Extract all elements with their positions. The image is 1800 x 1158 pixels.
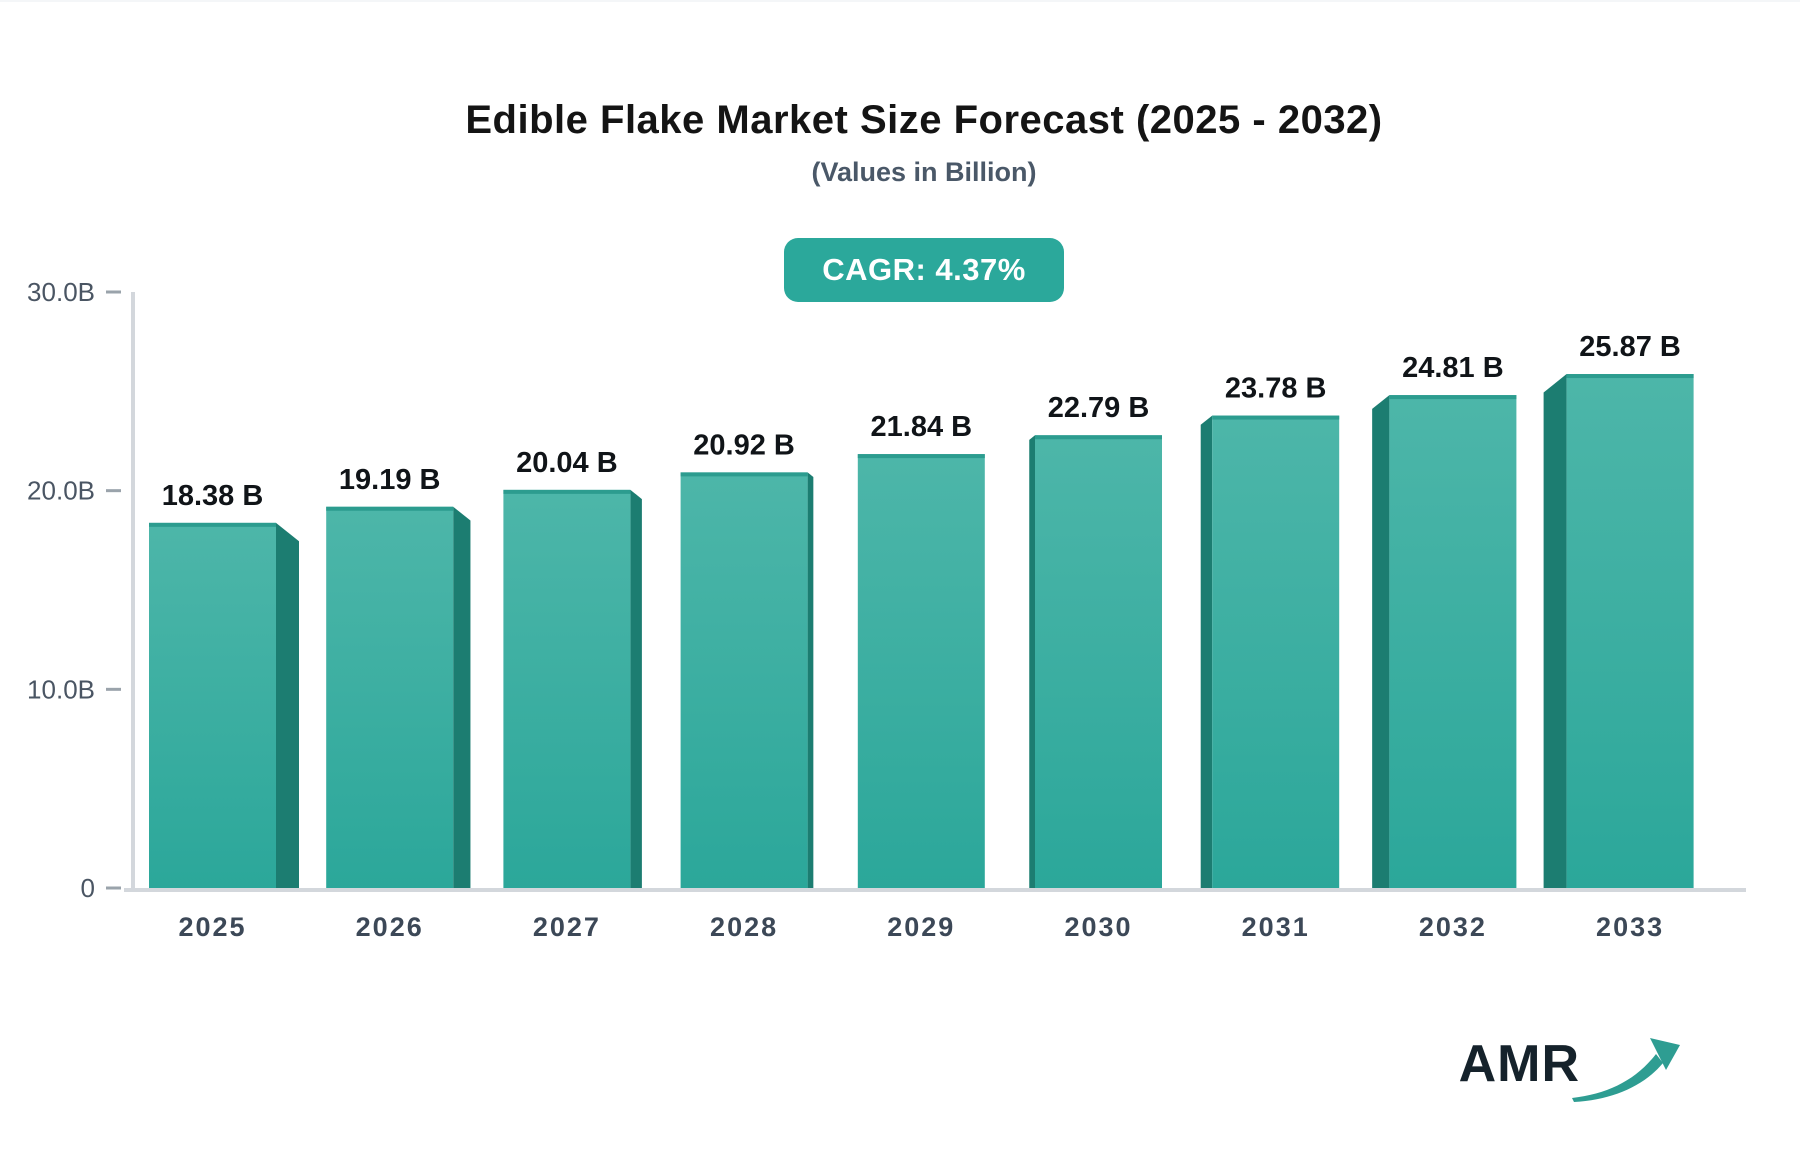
bar-side-face — [1029, 435, 1035, 890]
bar-value-label: 21.84 B — [871, 411, 973, 443]
bar-side-face — [630, 489, 642, 890]
x-axis-year-label: 2032 — [1419, 912, 1487, 942]
bar-value-label: 23.78 B — [1225, 373, 1327, 405]
x-axis-year-label: 2031 — [1242, 912, 1310, 942]
bar-side-face — [276, 522, 299, 890]
x-axis-year-label: 2030 — [1064, 912, 1132, 942]
bar-side-face — [807, 472, 814, 890]
bar-top-edge — [1566, 374, 1694, 379]
x-axis-year-label: 2033 — [1596, 912, 1664, 942]
bar-value-label: 18.38 B — [162, 480, 264, 512]
bar-front-face — [1566, 374, 1694, 891]
bar-top-edge — [1035, 435, 1162, 440]
x-axis-year-label: 2028 — [710, 912, 778, 942]
x-axis-year-label: 2026 — [356, 912, 424, 942]
bar-front-face — [1035, 435, 1162, 890]
bar-value-label: 22.79 B — [1048, 392, 1150, 424]
bar-side-face — [1543, 374, 1567, 891]
bar-value-label: 25.87 B — [1579, 331, 1681, 363]
chart-header: Edible Flake Market Size Forecast (2025 … — [24, 2, 1800, 302]
y-tick-label: 20.0B — [27, 476, 95, 506]
bar-top-edge — [326, 506, 454, 511]
cagr-badge: CAGR: 4.37% — [784, 238, 1064, 302]
x-axis-year-label: 2025 — [178, 912, 246, 942]
bar-value-label: 24.81 B — [1402, 352, 1504, 384]
bar-front-face — [149, 522, 276, 890]
y-tick-label: 30.0B — [27, 277, 95, 307]
bar-front-face — [326, 506, 454, 890]
bar-value-label: 19.19 B — [339, 464, 441, 496]
bar-side-face — [1200, 415, 1213, 890]
y-tick-label: 0 — [81, 873, 95, 903]
bar-side-face — [1372, 395, 1390, 890]
bar-top-edge — [857, 454, 985, 459]
y-tick-label: 10.0B — [27, 674, 95, 704]
bar-front-face — [857, 454, 985, 890]
bar-top-edge — [503, 489, 631, 494]
bar-front-face — [503, 489, 631, 890]
bar-top-edge — [1389, 395, 1517, 400]
chart-subtitle: (Values in Billion) — [811, 157, 1037, 187]
x-axis-year-label: 2029 — [887, 912, 955, 942]
bar-top-edge — [149, 522, 276, 527]
bar-side-face — [453, 506, 471, 890]
bar-top-edge — [680, 472, 808, 477]
x-axis-year-label: 2027 — [533, 912, 601, 942]
bar-top-edge — [1212, 415, 1340, 420]
bar-front-face — [1389, 395, 1517, 890]
bar-value-label: 20.04 B — [516, 447, 618, 479]
bar-value-label: 20.92 B — [693, 429, 795, 461]
chart-title: Edible Flake Market Size Forecast (2025 … — [465, 98, 1383, 142]
trend-up-arrow-icon — [1572, 1038, 1680, 1102]
amr-logo-text: AMR — [1458, 1035, 1580, 1093]
bar-front-face — [1212, 415, 1340, 890]
bar-front-face — [680, 472, 808, 890]
amr-logo: AMR — [1459, 1038, 1682, 1106]
